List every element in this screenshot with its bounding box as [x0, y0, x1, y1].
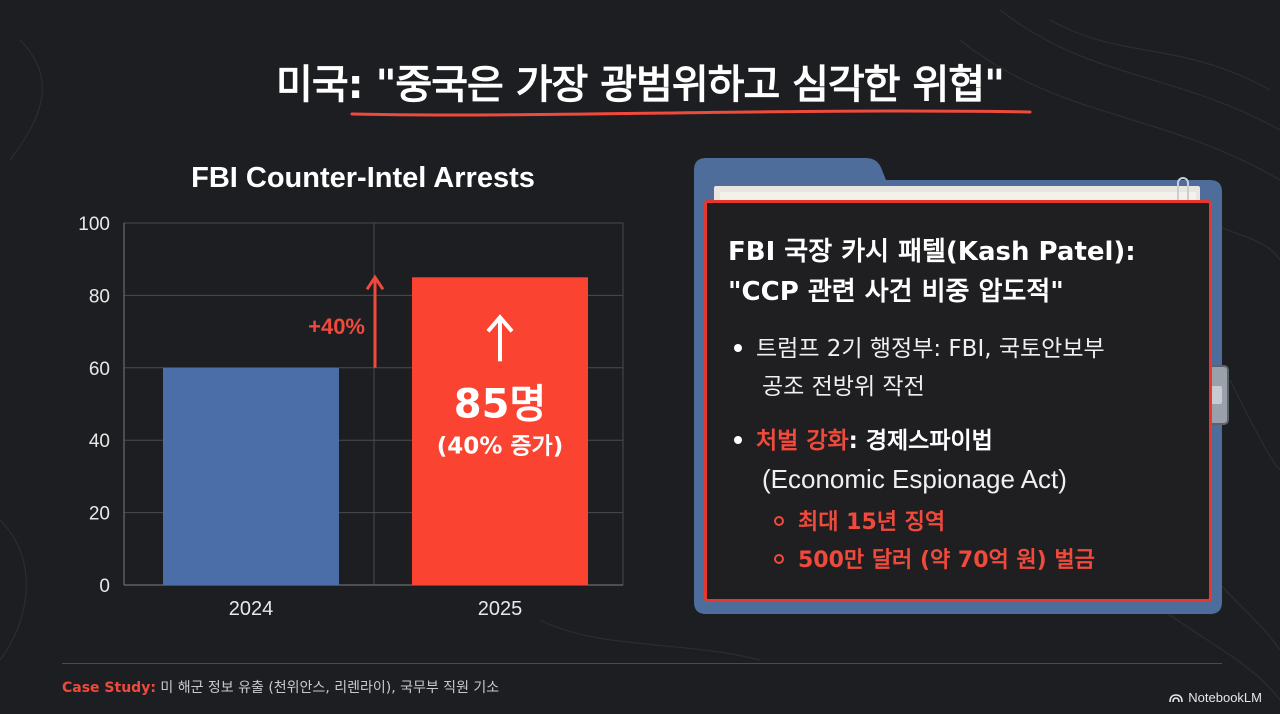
brand-name: NotebookLM [1188, 690, 1262, 705]
x-tick-label: 2024 [229, 598, 274, 620]
bar-2024 [163, 367, 339, 585]
page-title: 미국: "중국은 가장 광범위하고 심각한 위협" [276, 62, 1005, 108]
increase-arrowhead-icon [365, 274, 385, 291]
bullet2-highlight: 처벌 강화 [756, 428, 849, 454]
card-heading-line1: FBI 국장 카시 패텔(Kash Patel): [728, 237, 1136, 267]
info-card [704, 200, 1212, 602]
case-study-label: Case Study: [62, 680, 156, 696]
bar-value-label: 85명 [454, 381, 546, 427]
notebooklm-logo-icon [1169, 693, 1184, 702]
y-tick-label: 0 [99, 576, 110, 597]
y-tick-label: 20 [89, 504, 110, 525]
bullet1-text: 트럼프 2기 행정부: FBI, 국토안보부 [756, 336, 1105, 362]
bullet-punishment: 처벌 강화: 경제스파이법 [734, 422, 993, 460]
y-tick-label: 80 [89, 286, 110, 307]
case-study-text: 미 해군 정보 유출 (천위안스, 리렌라이), 국무부 직원 기소 [155, 680, 500, 696]
sub1-text: 최대 15년 징역 [798, 510, 946, 535]
bullet-administration: 트럼프 2기 행정부: FBI, 국토안보부 [734, 330, 1105, 368]
sub-bullet-prison: 최대 15년 징역 [774, 506, 945, 540]
card-heading-line2: "CCP 관련 사건 비중 압도적" [728, 277, 1064, 307]
card-heading: FBI 국장 카시 패텔(Kash Patel): "CCP 관련 사건 비중 … [728, 232, 1198, 312]
bar-chart: 0 20 40 60 80 100 2024 2025 +40% 85명 (40% 증가) [78, 214, 624, 620]
footer-case-study: Case Study: 미 해군 정보 유출 (천위안스, 리렌라이), 국무부… [62, 677, 499, 697]
bar-note-label: (40% 증가) [437, 433, 563, 459]
footer-divider [62, 663, 1222, 664]
circle-bullet-icon [774, 554, 784, 564]
bullet2-continuation: (Economic Espionage Act) [762, 464, 1067, 494]
bullet-dot-icon [734, 343, 742, 352]
increase-label: +40% [308, 314, 365, 339]
y-tick-label: 100 [78, 214, 110, 235]
chart-title: FBI Counter-Intel Arrests [191, 162, 535, 194]
y-tick-label: 60 [89, 359, 110, 380]
bullet-dot-icon [734, 435, 742, 444]
x-tick-label: 2025 [478, 598, 523, 620]
bullet2-text: : 경제스파이법 [848, 428, 993, 454]
title-underline [350, 109, 1032, 117]
brand-watermark: NotebookLM [1169, 690, 1262, 705]
sub2-text: 500만 달러 (약 70억 원) 벌금 [798, 548, 1095, 573]
bullet1-continuation: 공조 전방위 작전 [762, 374, 925, 400]
bar-up-arrowhead-icon [486, 314, 514, 333]
circle-bullet-icon [774, 516, 784, 526]
y-tick-label: 40 [89, 431, 110, 452]
sub-bullet-fine: 500만 달러 (약 70억 원) 벌금 [774, 544, 1095, 578]
